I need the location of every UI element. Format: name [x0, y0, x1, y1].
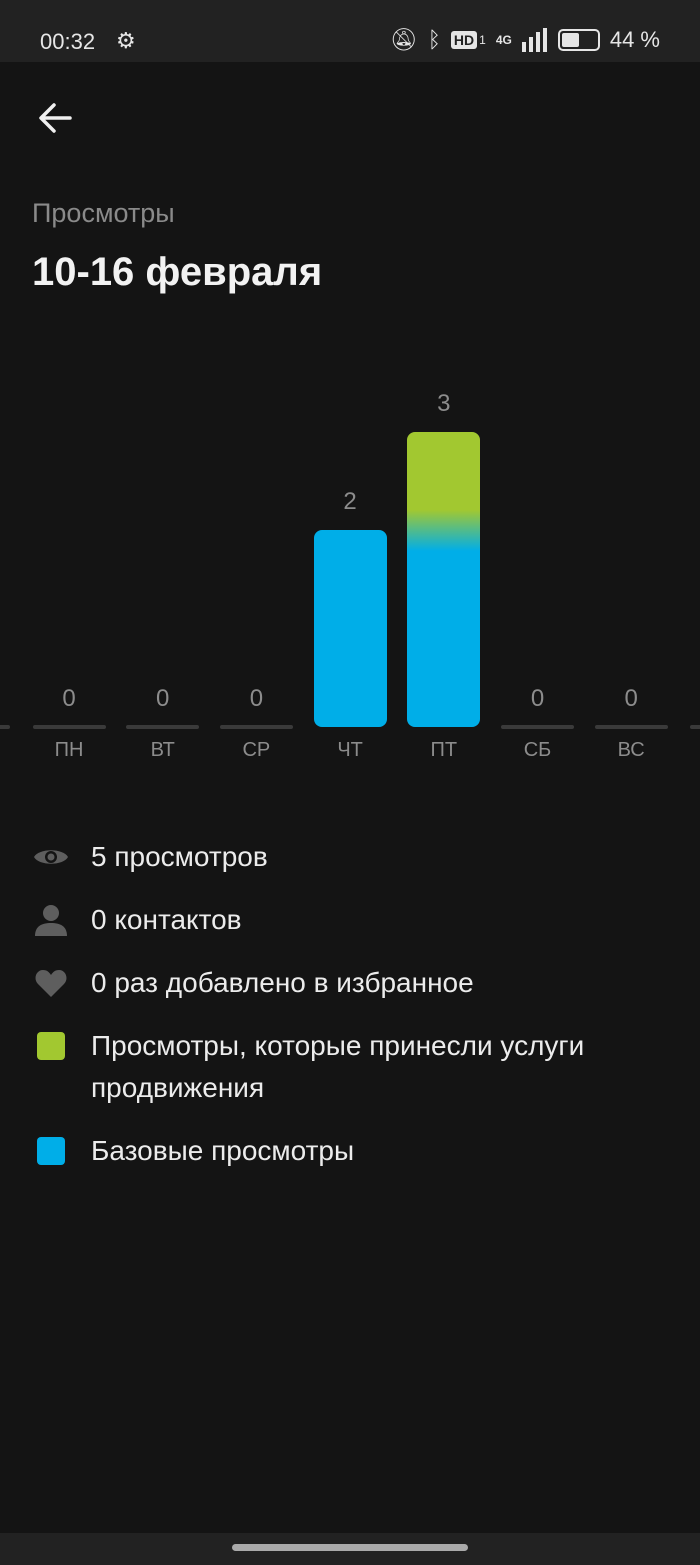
bar-value-label: 0 — [62, 685, 76, 712]
legend-promoted: Просмотры, которые принесли услуги продв… — [32, 1025, 672, 1109]
bar-baseline — [501, 725, 574, 729]
day-label: ВС — [617, 739, 645, 761]
stats-list: 5 просмотров 0 контактов 0 раз добавлено… — [32, 836, 672, 1193]
day-label: ВТ — [150, 739, 175, 761]
notification-app-icon: ⚙ — [116, 28, 136, 53]
bar-baseline — [219, 725, 293, 729]
views-bar-chart: 0 ПН 0 ВТ 0 СР 2 ЧТ 3 ПТ 0 СБ 0 ВС — [0, 380, 700, 780]
sim-number: 1 — [479, 33, 486, 47]
home-gesture-handle[interactable] — [232, 1544, 468, 1551]
bar-value-label: 0 — [156, 685, 170, 712]
stat-views: 5 просмотров — [32, 836, 672, 878]
network-type: 4G — [495, 33, 512, 47]
bar-value-label: 0 — [624, 685, 638, 712]
battery-percent: 44 % — [609, 27, 660, 52]
stat-favorites: 0 раз добавлено в избранное — [32, 962, 672, 1004]
battery-icon — [557, 29, 600, 51]
bar-baseline — [32, 725, 106, 729]
hd-voice-icon: HD — [450, 31, 478, 49]
axis-stub-right — [690, 725, 700, 729]
signal-icon — [521, 28, 547, 52]
eye-icon — [32, 836, 70, 878]
bar-value-label: 3 — [437, 389, 451, 417]
back-arrow-icon[interactable] — [36, 98, 76, 138]
stat-contacts: 0 контактов — [32, 899, 672, 941]
legend-swatch-promoted — [32, 1025, 70, 1067]
bar-4 — [407, 431, 481, 727]
status-bar: 00:32 ⚙ 🔕︎ ᛒ HD 1 4G 44 % — [0, 0, 700, 62]
day-label: СБ — [523, 739, 552, 761]
day-label: СР — [242, 739, 271, 761]
axis-stub-left — [0, 725, 10, 729]
section-subtitle: Просмотры — [32, 198, 175, 228]
clock: 00:32 — [40, 29, 96, 54]
bar-value-label: 2 — [343, 488, 357, 515]
bar-value-label: 0 — [530, 685, 545, 712]
bar-3 — [313, 530, 387, 727]
bar-baseline — [594, 725, 668, 729]
bar-baseline — [126, 725, 200, 729]
bar-value-label: 0 — [249, 685, 264, 712]
page-title: 10-16 февраля — [32, 250, 323, 294]
mute-bell-icon: 🔕︎ — [389, 27, 418, 52]
system-nav-bar — [0, 1533, 700, 1565]
person-icon — [32, 899, 70, 941]
day-label: ПТ — [430, 739, 458, 761]
heart-icon — [32, 962, 70, 1004]
day-label: ПН — [54, 739, 84, 761]
bluetooth-icon: ᛒ — [427, 27, 441, 52]
legend-swatch-base — [32, 1130, 70, 1172]
day-label: ЧТ — [337, 739, 363, 761]
legend-base: Базовые просмотры — [32, 1130, 672, 1172]
